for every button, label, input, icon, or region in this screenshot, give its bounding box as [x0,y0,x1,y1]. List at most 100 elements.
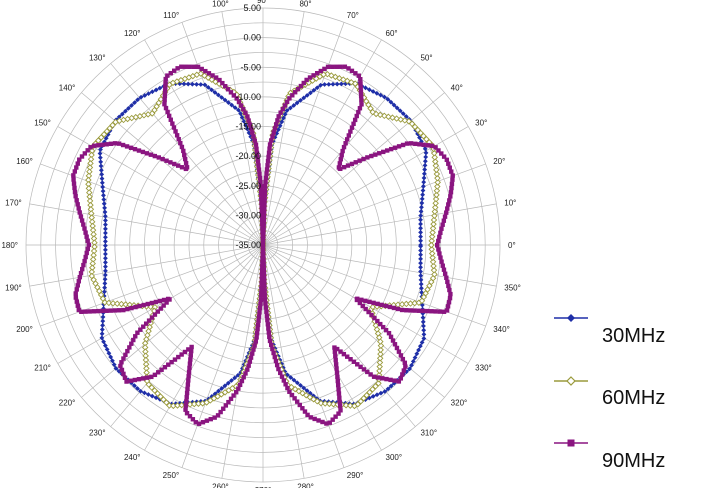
data-point [421,175,427,181]
data-point [418,213,424,219]
data-point [383,303,388,309]
data-point [110,358,115,364]
data-point [102,209,108,215]
data-point [437,251,442,256]
data-point [225,380,231,386]
data-point [441,309,447,314]
data-point [294,399,300,404]
data-point [116,114,122,120]
data-point [128,378,133,383]
data-point [259,217,265,223]
data-point [420,308,426,314]
data-point [430,220,437,228]
data-point [301,95,307,101]
data-point [365,369,370,375]
data-point [338,64,343,69]
data-point [243,371,248,376]
data-point [263,305,269,310]
data-point [236,99,242,105]
data-point [333,414,338,419]
angular-tick-label: 190° [5,284,22,293]
data-point [430,149,438,157]
data-point [254,146,259,151]
data-point [418,260,423,266]
data-point [420,132,427,140]
data-point [371,374,377,379]
data-point [433,191,440,199]
data-point [162,365,168,370]
data-point [430,216,438,224]
data-point [165,73,170,78]
data-point [371,300,376,306]
data-point [261,255,266,260]
data-point [369,153,374,159]
legend-item-90MHz: 90MHz [554,439,665,472]
data-point [157,85,163,91]
data-point [337,399,342,405]
data-point [176,354,181,360]
data-point [361,156,366,162]
data-point [448,190,454,195]
data-point [382,389,388,394]
data-point [372,322,380,329]
data-point [120,142,126,148]
data-point [337,403,343,409]
data-point [295,387,303,395]
data-point [229,102,235,108]
data-point [173,81,178,86]
radial-tick-label: -15.00 [235,122,261,132]
data-point [428,250,436,257]
data-point [377,342,385,349]
data-point [447,287,452,293]
data-point [307,75,313,80]
legend: 30MHz 60MHz 90MHz [554,314,665,472]
data-point [387,304,393,310]
grid-spoke [144,244,264,451]
grid-spoke [262,244,305,479]
data-point [149,315,155,320]
data-point [419,200,425,206]
data-point [97,155,103,161]
data-point [336,411,341,416]
data-point [294,100,300,106]
data-point [80,266,85,272]
data-point [257,310,262,315]
data-point [326,400,333,408]
data-point [285,385,290,391]
data-point [447,198,452,203]
data-point [442,214,448,219]
data-point [400,356,406,362]
data-point [116,308,122,313]
data-point [82,226,87,231]
data-point [302,391,310,399]
data-point [135,97,141,103]
data-point [260,226,265,231]
data-point [153,87,159,93]
data-point [377,346,384,354]
data-point [103,230,108,236]
data-point [99,327,105,332]
data-point [359,297,364,303]
data-point [311,87,317,93]
data-point [349,161,355,167]
data-point [278,370,283,376]
data-point [98,167,104,173]
data-point [86,242,91,248]
data-point [260,234,265,239]
data-point [222,383,228,389]
data-point [279,374,285,379]
data-point [127,345,132,350]
data-point [137,303,142,309]
data-point [153,299,159,305]
data-point [256,163,261,168]
data-point [418,269,423,274]
data-point [265,322,271,327]
data-point [103,135,109,141]
data-point [146,91,151,97]
data-point [160,396,167,403]
data-point [418,243,424,249]
data-point [255,154,260,160]
data-point [369,312,374,318]
data-point [79,154,85,159]
data-point [87,309,92,314]
